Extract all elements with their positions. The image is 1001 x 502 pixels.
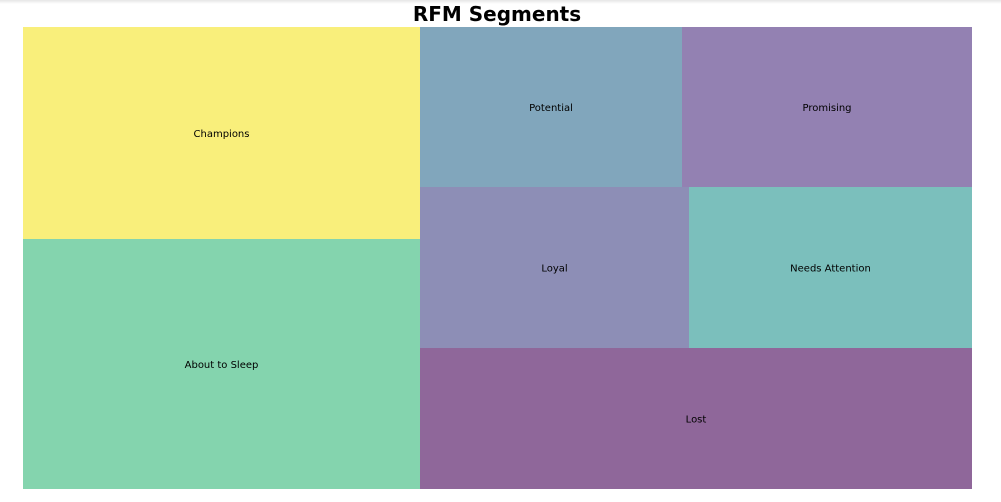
tile-label-lost: Lost — [686, 415, 707, 426]
tile-label-potential: Potential — [529, 103, 573, 114]
tile-lost — [420, 348, 972, 489]
tile-label-champions: Champions — [194, 129, 250, 140]
tile-about-to-sleep — [23, 239, 420, 489]
tile-promising — [682, 27, 972, 187]
tile-potential — [420, 27, 682, 187]
top-shade — [0, 0, 1001, 4]
tile-label-about-to-sleep: About to Sleep — [185, 360, 259, 371]
tile-champions — [23, 27, 420, 239]
tile-label-needs-attention: Needs Attention — [790, 264, 871, 275]
tile-loyal — [420, 187, 689, 348]
treemap-tiles: About to Sleep Champions Lost Loyal Needs At… — [23, 27, 972, 489]
chart-title: RFM Segments — [412, 2, 582, 26]
tile-label-loyal: Loyal — [541, 264, 567, 275]
tile-needs-attention — [689, 187, 972, 348]
tile-label-promising: Promising — [802, 103, 851, 114]
